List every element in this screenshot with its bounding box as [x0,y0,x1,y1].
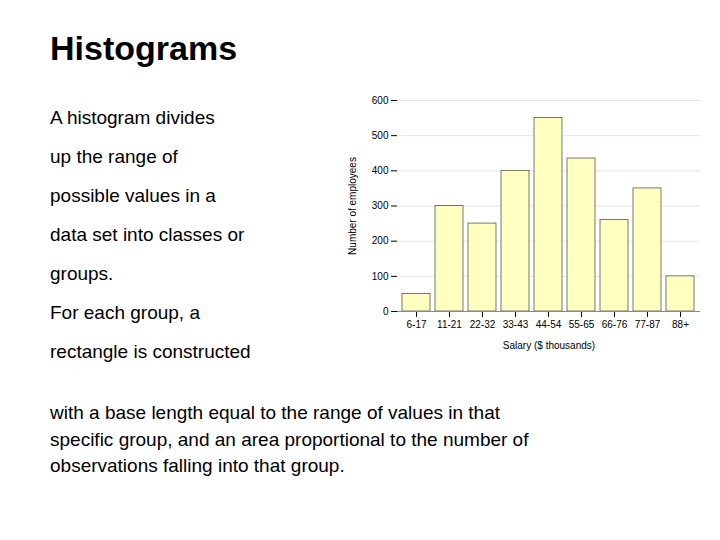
svg-text:500: 500 [372,130,389,141]
svg-text:66-76: 66-76 [602,319,628,330]
html-text:up the range of: up the range of [50,146,178,167]
svg-text:6-17: 6-17 [406,319,426,330]
html-text:For each group, a: For each group, a [50,302,200,323]
html-text:specific group, and an area pr: specific group, and an area proportional… [50,428,529,450]
svg-text:55-65: 55-65 [569,319,595,330]
html-text:groups.: groups. [50,263,114,284]
html-text:Histograms: Histograms [50,29,238,67]
svg-text:77-87: 77-87 [635,319,661,330]
svg-text:88+: 88+ [672,319,689,330]
html-text:rectangle is constructed: rectangle is constructed [50,341,251,362]
html-text:observations falling into that: observations falling into that group. [50,455,345,477]
html-text:with a base length equal to th: with a base length equal to the range of… [50,402,500,423]
svg-text:22-32: 22-32 [470,319,496,330]
svg-text:11-21: 11-21 [437,319,462,330]
svg-text:Salary ($ thousands): Salary ($ thousands) [503,340,595,351]
html-text:A histogram divides: A histogram divides [50,107,215,128]
svg-text:Number of employees: Number of employees [347,157,358,255]
svg-text:44-54: 44-54 [536,319,562,330]
svg-text:0: 0 [383,306,389,317]
svg-text:33-43: 33-43 [503,319,529,330]
html-text:data set into classes or: data set into classes or [50,224,245,245]
html-text:possible values in a: possible values in a [50,185,216,206]
svg-text:300: 300 [372,200,389,211]
svg-text:600: 600 [372,95,389,106]
svg-text:400: 400 [372,165,389,176]
svg-text:200: 200 [372,235,389,246]
svg-text:100: 100 [372,271,389,282]
